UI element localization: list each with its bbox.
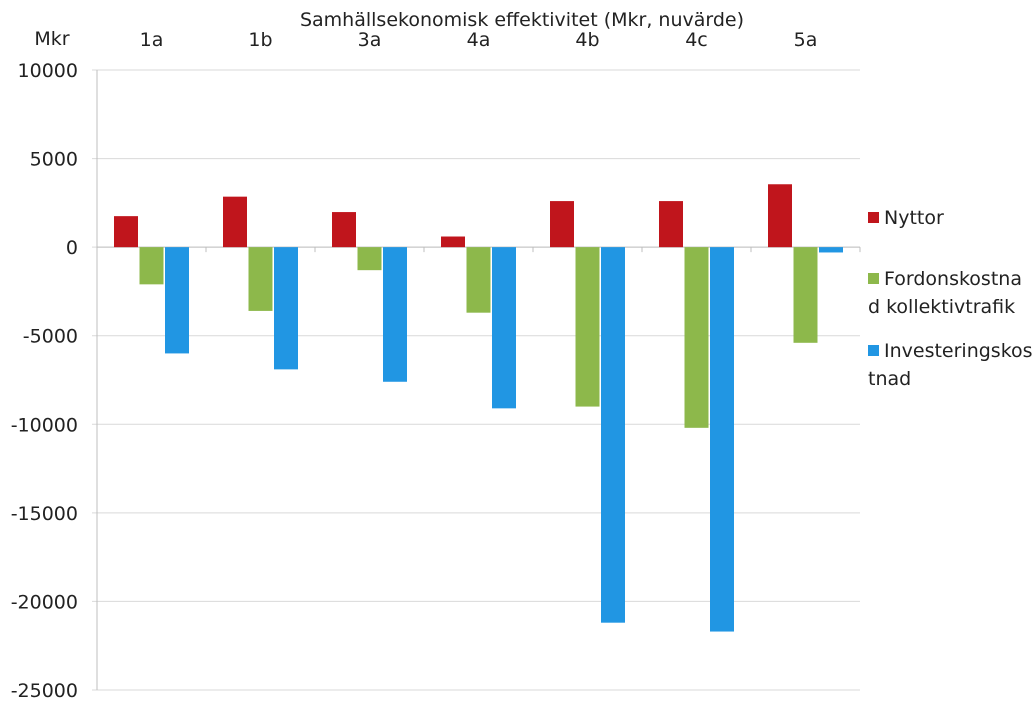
bar bbox=[575, 247, 600, 407]
bar bbox=[659, 201, 683, 248]
y-tick-label: 0 bbox=[66, 237, 78, 259]
y-tick-label: -25000 bbox=[11, 680, 78, 701]
category-label: 4b bbox=[575, 29, 599, 51]
axes bbox=[96, 70, 861, 690]
category-label: 5a bbox=[794, 29, 818, 51]
category-label: 3a bbox=[358, 29, 382, 51]
legend-label: Investeringskos bbox=[884, 340, 1033, 362]
bar bbox=[165, 247, 189, 354]
legend-swatch bbox=[868, 273, 879, 284]
x-category-labels: 1a 1b 3a 4a 4b 4c 5a bbox=[140, 29, 818, 51]
y-tick-label: 5000 bbox=[30, 149, 78, 171]
legend-swatch bbox=[868, 345, 879, 356]
bar bbox=[492, 247, 516, 409]
bars bbox=[114, 184, 843, 632]
bar bbox=[248, 247, 273, 311]
gridlines bbox=[92, 69, 860, 691]
category-label: 1b bbox=[248, 29, 272, 51]
y-tick-label: -20000 bbox=[11, 591, 78, 613]
bar bbox=[441, 236, 465, 248]
y-tick-label: 10000 bbox=[18, 60, 78, 82]
chart-title: Samhällsekonomisk effektivitet (Mkr, nuv… bbox=[300, 9, 744, 31]
bar bbox=[768, 184, 792, 248]
legend-swatch bbox=[868, 212, 879, 223]
legend-label: Fordonskostna bbox=[884, 268, 1022, 290]
y-tick-label: -15000 bbox=[11, 503, 78, 525]
bar bbox=[357, 247, 382, 271]
bar bbox=[684, 247, 709, 428]
y-axis-label: Mkr bbox=[34, 28, 69, 50]
bar bbox=[114, 216, 138, 248]
legend-label: d kollektivtrafik bbox=[868, 296, 1015, 318]
bar bbox=[819, 247, 843, 253]
y-tick-label: -10000 bbox=[11, 414, 78, 436]
bar bbox=[332, 212, 356, 248]
bar bbox=[383, 247, 407, 382]
bar bbox=[601, 247, 625, 623]
category-label: 4a bbox=[467, 29, 491, 51]
bar bbox=[274, 247, 298, 370]
bar bbox=[223, 196, 247, 248]
legend-label: tnad bbox=[868, 368, 911, 390]
bar bbox=[793, 247, 818, 343]
category-label: 1a bbox=[140, 29, 164, 51]
bar bbox=[710, 247, 734, 632]
y-tick-label: -5000 bbox=[23, 326, 78, 348]
y-tick-labels: 10000 5000 0 -5000 -10000 -15000 -20000 -25000 bbox=[11, 60, 78, 701]
legend: Nyttor Fordonskostna d kollektivtrafik Inve… bbox=[868, 207, 1033, 390]
category-label: 4c bbox=[685, 29, 708, 51]
bar bbox=[550, 201, 574, 248]
bar bbox=[466, 247, 491, 313]
legend-label: Nyttor bbox=[884, 207, 944, 229]
bar bbox=[139, 247, 164, 285]
